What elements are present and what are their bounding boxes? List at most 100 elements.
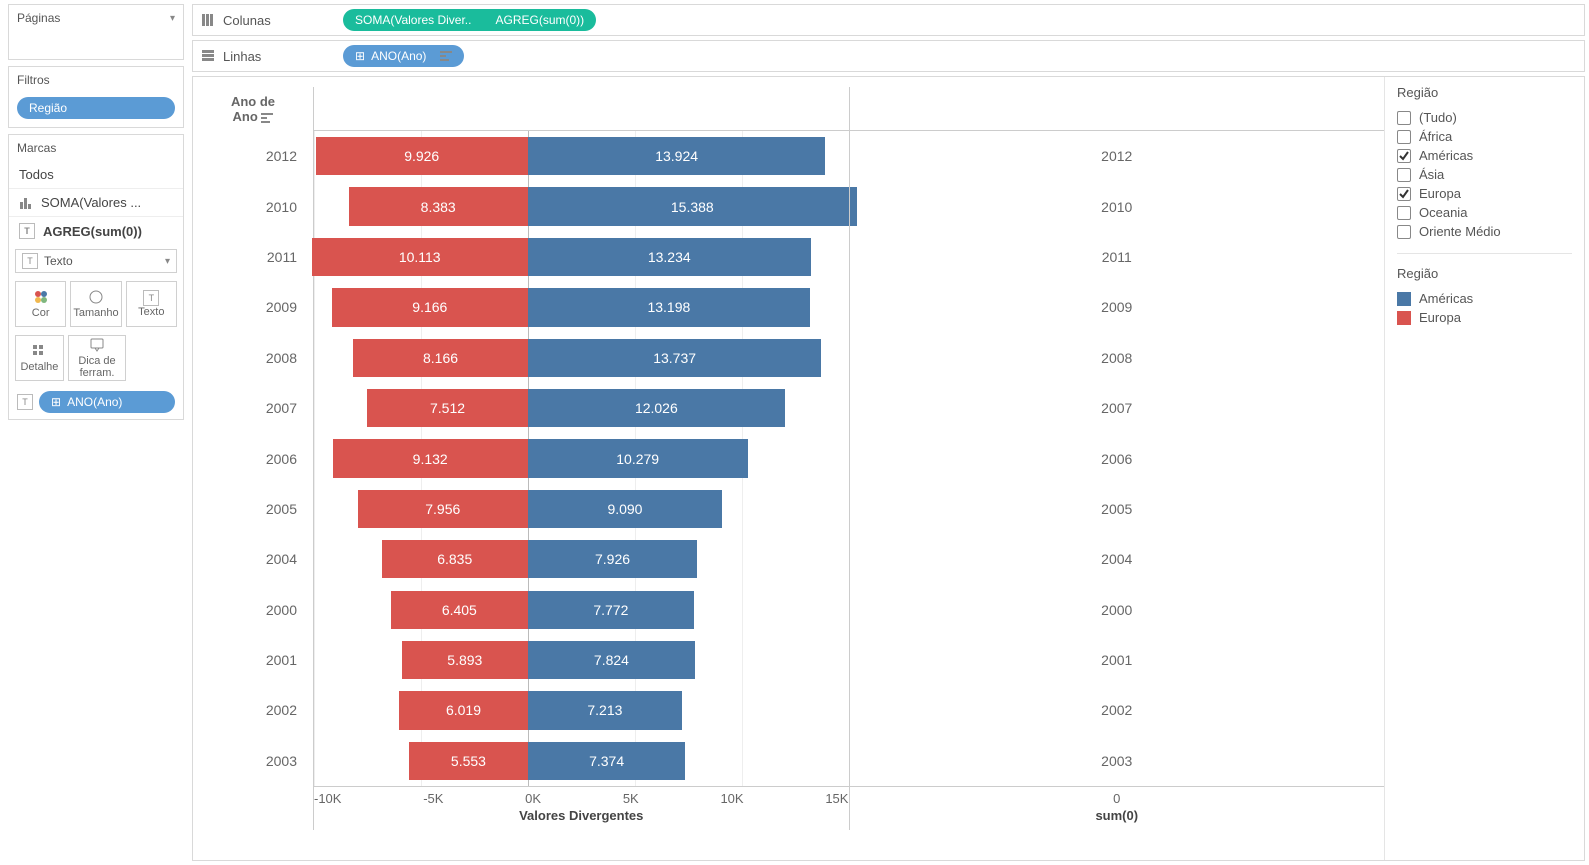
marks-texto-button[interactable]: T Texto: [126, 281, 177, 327]
y-axis-label: 2000: [193, 585, 313, 635]
row-pill-ano[interactable]: ⊞ ANO(Ano): [343, 45, 464, 67]
chart-row[interactable]: 6.4057.772: [314, 585, 849, 635]
col-pill-soma[interactable]: SOMA(Valores Diver..: [343, 9, 483, 31]
filter-checkbox-item[interactable]: Oriente Médio: [1397, 222, 1572, 241]
chevron-down-icon: ▾: [165, 256, 170, 267]
marks-card: Marcas Todos SOMA(Valores ... T AGREG(su…: [8, 134, 184, 420]
x-tick: 15K: [825, 791, 848, 806]
bar-positive[interactable]: 13.924: [528, 137, 826, 175]
bar-negative[interactable]: 6.019: [399, 691, 528, 729]
chart-row[interactable]: 10.11313.234: [314, 232, 849, 282]
detail-icon: [31, 343, 47, 359]
bar-negative[interactable]: 9.132: [333, 439, 528, 477]
y-axis-label: 2008: [193, 333, 313, 383]
color-legend-item[interactable]: Américas: [1397, 289, 1572, 308]
app-root: Páginas▾ Filtros Região Marcas Todos SOM…: [0, 0, 1589, 865]
bar-positive[interactable]: 13.234: [528, 238, 811, 276]
marks-pill-ano[interactable]: ⊞ ANO(Ano): [39, 391, 175, 413]
chevron-down-icon[interactable]: ▾: [170, 13, 175, 24]
y-axis-label: 2004: [193, 534, 313, 584]
filters-label: Filtros: [17, 73, 50, 87]
size-icon: [88, 289, 104, 305]
x-axis-title-1: Valores Divergentes: [314, 808, 849, 823]
legend-panel: Região (Tudo)ÁfricaAméricasÁsiaEuropaOce…: [1384, 77, 1584, 860]
bar-positive[interactable]: 10.279: [528, 439, 748, 477]
bar-negative[interactable]: 5.893: [402, 641, 528, 679]
rows-shelf[interactable]: Linhas ⊞ ANO(Ano): [192, 40, 1585, 72]
checkbox-icon: [1397, 111, 1411, 125]
y-axis-label: 2005: [193, 484, 313, 534]
bar-positive[interactable]: 15.388: [528, 187, 857, 225]
center-panel: Colunas SOMA(Valores Diver.. AGREG(sum(0…: [188, 0, 1589, 865]
bar-negative[interactable]: 9.166: [332, 288, 528, 326]
x-axis-title-2: sum(0): [850, 808, 1385, 823]
x-tick: 5K: [623, 791, 639, 806]
filter-checkbox-item[interactable]: Américas: [1397, 146, 1572, 165]
bar-positive[interactable]: 9.090: [528, 490, 722, 528]
filter-checkbox-item[interactable]: (Tudo): [1397, 108, 1572, 127]
bar-positive[interactable]: 7.213: [528, 691, 682, 729]
bar-negative[interactable]: 7.956: [358, 490, 528, 528]
filter-pill-regiao[interactable]: Região: [17, 97, 175, 119]
sum0-panel[interactable]: 2012201020112009200820072006200520042000…: [849, 87, 1385, 830]
rows-icon: [201, 49, 215, 63]
chart-row[interactable]: 5.8937.824: [314, 635, 849, 685]
bar-negative[interactable]: 10.113: [312, 238, 528, 276]
bar-positive[interactable]: 7.824: [528, 641, 695, 679]
text-icon: T: [22, 253, 38, 269]
bar-positive[interactable]: 7.926: [528, 540, 697, 578]
filter-label: (Tudo): [1419, 110, 1457, 125]
chart-row[interactable]: 9.16613.198: [314, 282, 849, 332]
filter-checkbox-item[interactable]: Europa: [1397, 184, 1572, 203]
sort-icon: [261, 113, 273, 123]
bar-negative[interactable]: 8.383: [349, 187, 528, 225]
text-icon: T: [143, 290, 159, 306]
bar-negative[interactable]: 6.405: [391, 591, 528, 629]
chart-row[interactable]: 9.92613.924: [314, 131, 849, 181]
bar-negative[interactable]: 5.553: [409, 742, 528, 780]
marks-tamanho-button[interactable]: Tamanho: [70, 281, 121, 327]
chart-row[interactable]: 7.9569.090: [314, 484, 849, 534]
bar-negative[interactable]: 8.166: [353, 339, 528, 377]
chart-row[interactable]: 8.16613.737: [314, 333, 849, 383]
bar-positive[interactable]: 7.772: [528, 591, 694, 629]
sum0-label: 2002: [850, 685, 1385, 735]
chart-row[interactable]: 8.38315.388: [314, 181, 849, 231]
diverging-chart-panel[interactable]: 9.92613.9248.38315.38810.11313.2349.1661…: [313, 87, 849, 830]
y-axis-label: 2012: [193, 131, 313, 181]
color-legend-label: Europa: [1419, 310, 1461, 325]
chart-row[interactable]: 9.13210.279: [314, 433, 849, 483]
columns-icon: [201, 13, 215, 27]
y-axis-label: 2011: [193, 232, 313, 282]
marks-dica-button[interactable]: Dica de ferram.: [68, 335, 126, 381]
bar-negative[interactable]: 6.835: [382, 540, 528, 578]
filter-checkbox-item[interactable]: África: [1397, 127, 1572, 146]
filter-checkbox-item[interactable]: Oceania: [1397, 203, 1572, 222]
marks-soma[interactable]: SOMA(Valores ...: [9, 188, 183, 216]
color-legend-item[interactable]: Europa: [1397, 308, 1572, 327]
chart-row[interactable]: 7.51212.026: [314, 383, 849, 433]
columns-shelf[interactable]: Colunas SOMA(Valores Diver.. AGREG(sum(0…: [192, 4, 1585, 36]
left-panel: Páginas▾ Filtros Região Marcas Todos SOM…: [0, 0, 188, 865]
bar-positive[interactable]: 7.374: [528, 742, 686, 780]
col-pill-agreg[interactable]: AGREG(sum(0)): [483, 9, 596, 31]
color-swatch: [1397, 292, 1411, 306]
marks-detalhe-button[interactable]: Detalhe: [15, 335, 64, 381]
pages-card: Páginas▾: [8, 4, 184, 60]
sum0-label: 2000: [850, 585, 1385, 635]
filter-checkbox-item[interactable]: Ásia: [1397, 165, 1572, 184]
chart-row[interactable]: 6.0197.213: [314, 685, 849, 735]
checkbox-icon: [1397, 225, 1411, 239]
checkbox-icon: [1397, 187, 1411, 201]
marks-cor-button[interactable]: Cor: [15, 281, 66, 327]
marks-agreg[interactable]: T AGREG(sum(0)): [9, 216, 183, 245]
chart-row[interactable]: 6.8357.926: [314, 534, 849, 584]
bar-negative[interactable]: 9.926: [316, 137, 528, 175]
bar-positive[interactable]: 13.737: [528, 339, 822, 377]
marks-type-select[interactable]: TTexto ▾: [15, 249, 177, 273]
bar-positive[interactable]: 12.026: [528, 389, 785, 427]
marks-todos[interactable]: Todos: [9, 161, 183, 188]
bar-positive[interactable]: 13.198: [528, 288, 810, 326]
chart-row[interactable]: 5.5537.374: [314, 736, 849, 786]
bar-negative[interactable]: 7.512: [367, 389, 528, 427]
